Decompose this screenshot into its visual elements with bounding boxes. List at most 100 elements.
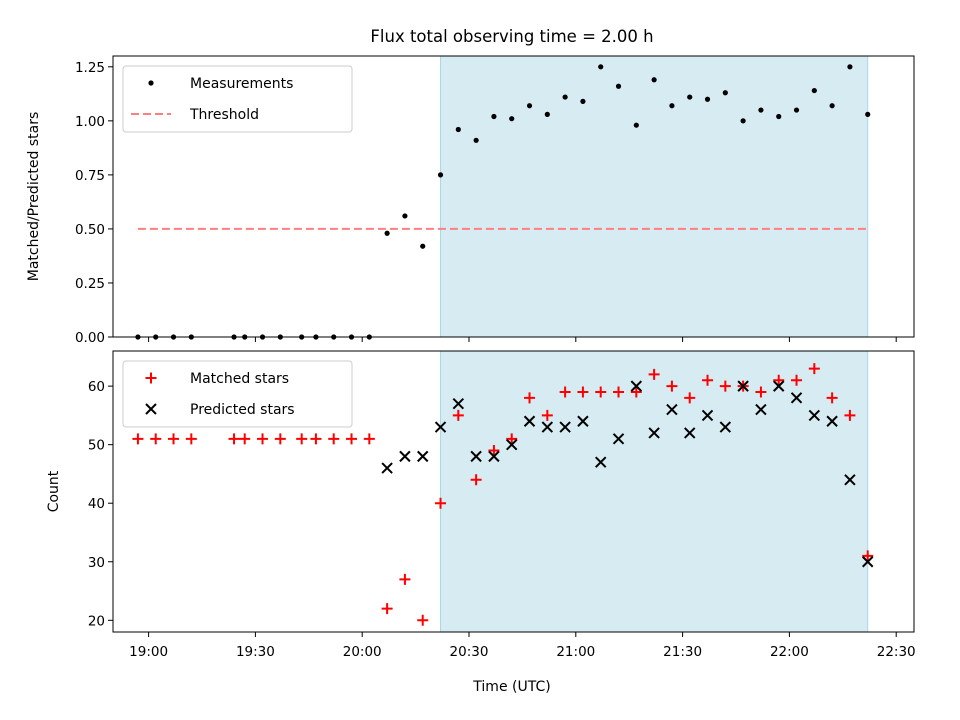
matched-point xyxy=(684,392,696,404)
legend-marker-matched xyxy=(145,372,157,384)
matched-point xyxy=(808,363,820,375)
y-axis-label: Count xyxy=(46,470,62,512)
predicted-point xyxy=(381,462,393,474)
measurement-point xyxy=(740,118,746,124)
legend-marker-predicted xyxy=(145,403,157,415)
predicted-point xyxy=(666,403,678,416)
flux-ratio-panel: 0.00 0.25 0.50 0.75 1.00 1.25 Matched/Predicte… xyxy=(26,55,915,346)
matched-point xyxy=(630,386,642,398)
legend-marker-measurements xyxy=(148,80,154,86)
matched-point xyxy=(363,433,375,445)
y-tick-label: 0.75 xyxy=(75,168,105,184)
measurement-point xyxy=(776,113,782,120)
y-tick-label: 60 xyxy=(88,379,105,395)
x-tick-label: 20:30 xyxy=(450,644,489,660)
x-tick-label: 19:30 xyxy=(236,644,275,660)
legend-box xyxy=(122,65,353,133)
y-tick-label: 40 xyxy=(88,496,105,512)
matched-point xyxy=(257,433,269,445)
predicted-point xyxy=(773,380,785,392)
x-axis-label: Time (UTC) xyxy=(472,679,550,695)
measurement-point xyxy=(437,172,444,178)
measurement-point xyxy=(580,98,586,104)
matched-point xyxy=(666,380,678,392)
measurement-point xyxy=(473,137,479,143)
legend-label: Matched stars xyxy=(190,371,289,387)
measurement-point xyxy=(829,103,835,109)
predicted-point xyxy=(488,450,500,463)
predicted-point xyxy=(523,415,536,427)
matched-point xyxy=(862,550,874,562)
y-axis-label: Matched/Predicted stars xyxy=(26,112,42,282)
predicted-point xyxy=(470,450,482,463)
y-tick-label: 50 xyxy=(88,438,105,454)
matched-point xyxy=(150,433,162,445)
matched-point xyxy=(328,433,340,445)
predicted-point xyxy=(701,409,714,422)
predicted-point xyxy=(399,450,411,463)
predicted-point xyxy=(541,421,554,433)
chart-title: Flux total observing time = 2.00 h xyxy=(370,27,653,46)
legend-box xyxy=(122,360,353,428)
matched-point xyxy=(310,433,322,445)
matched-point xyxy=(577,386,589,398)
predicted-point xyxy=(612,433,625,445)
measurement-point xyxy=(526,103,533,109)
matched-point xyxy=(470,474,482,486)
measurement-point xyxy=(847,64,853,70)
y-tick-label: 1.25 xyxy=(75,60,105,76)
predicted-point xyxy=(417,450,429,463)
matched-point xyxy=(844,409,856,421)
x-tick-label: 22:00 xyxy=(770,644,809,660)
legend-label: Threshold xyxy=(189,107,259,123)
matched-point xyxy=(541,409,553,421)
matched-point xyxy=(595,386,607,398)
matched-point xyxy=(613,386,625,398)
measurement-point xyxy=(633,122,639,128)
matched-point xyxy=(239,433,251,445)
y-tick-label: 0.00 xyxy=(75,330,105,346)
measurement-point xyxy=(402,213,408,219)
axes-frame xyxy=(112,350,915,633)
series-predicted xyxy=(381,380,874,568)
legend-label: Predicted stars xyxy=(190,402,295,418)
predicted-point xyxy=(577,415,589,427)
measurement-point xyxy=(544,111,550,117)
measurement-point xyxy=(491,113,497,120)
matched-point xyxy=(399,573,411,585)
predicted-point xyxy=(630,380,643,392)
measurement-point xyxy=(615,83,622,89)
matched-point xyxy=(381,603,393,615)
matched-point xyxy=(228,433,240,445)
matched-point xyxy=(185,433,197,445)
matched-point xyxy=(417,614,429,626)
matched-point xyxy=(791,374,803,386)
measurement-point xyxy=(562,94,568,100)
matched-point xyxy=(346,433,358,445)
matched-point xyxy=(702,374,714,386)
measurement-point xyxy=(704,96,711,102)
matched-point xyxy=(773,374,785,386)
x-tick-label: 20:00 xyxy=(343,644,382,660)
matched-point xyxy=(452,409,464,421)
predicted-point xyxy=(737,380,749,392)
y-tick-label: 0.50 xyxy=(75,222,105,238)
matched-point xyxy=(274,433,286,445)
predicted-point xyxy=(452,397,465,410)
measurement-point xyxy=(669,103,675,109)
matched-point xyxy=(826,392,838,404)
measurement-point xyxy=(651,77,657,83)
predicted-point xyxy=(506,438,518,451)
x-tick-label: 21:30 xyxy=(663,644,702,660)
y-tick-label: 0.25 xyxy=(75,276,105,292)
predicted-point xyxy=(434,421,447,433)
observing-span xyxy=(440,55,869,338)
matched-point xyxy=(648,368,660,380)
measurement-point xyxy=(455,126,461,133)
matched-point xyxy=(755,386,767,398)
matched-point xyxy=(435,497,447,509)
y-tick-label: 1.00 xyxy=(75,114,105,130)
axes-frame xyxy=(112,55,915,338)
predicted-point xyxy=(755,403,767,416)
